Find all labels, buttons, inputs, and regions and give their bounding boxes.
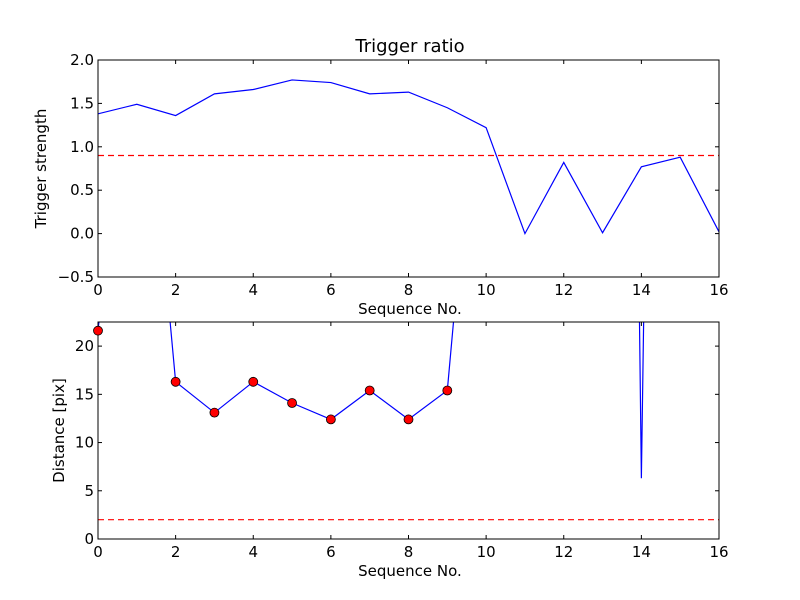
- data-point-marker: [442, 385, 453, 396]
- x-tick-label: 8: [404, 543, 414, 561]
- x-tick-label: 12: [554, 281, 573, 299]
- bottom-x-ticks: 0 2 4 6 8 10 12 14 16: [93, 322, 729, 561]
- data-point-marker: [364, 385, 375, 396]
- top-x-ticks: 0 2 4 6 8 10 12 14 16: [93, 60, 729, 299]
- top-plot: Trigger ratio 0 2 4 6 8 10 12 14 16 −0.5 0.0 0.5 1.…: [32, 36, 729, 318]
- x-tick-label: 4: [248, 543, 258, 561]
- x-tick-label: 6: [326, 543, 336, 561]
- data-point-marker: [403, 414, 414, 425]
- bottom-y-axis-label: Distance [pix]: [50, 378, 68, 483]
- series-line: [98, 322, 645, 479]
- x-tick-label: 4: [248, 281, 258, 299]
- y-tick-label: −0.5: [58, 268, 94, 286]
- x-tick-label: 10: [477, 543, 496, 561]
- x-tick-label: 14: [632, 281, 651, 299]
- y-tick-label: 5: [84, 482, 94, 500]
- x-tick-label: 16: [709, 281, 728, 299]
- y-tick-label: 1.0: [70, 138, 94, 156]
- y-tick-label: 10: [75, 434, 94, 452]
- x-tick-label: 10: [477, 281, 496, 299]
- x-tick-label: 14: [632, 543, 651, 561]
- bottom-plot-frame: [97, 321, 720, 540]
- x-tick-label: 12: [554, 543, 573, 561]
- top-x-axis-label: Sequence No.: [358, 300, 462, 318]
- x-tick-label: 0: [93, 281, 103, 299]
- y-tick-label: 20: [75, 337, 94, 355]
- top-series-group: [98, 79, 719, 236]
- bottom-y-ticks: 0 5 10 15 20: [75, 337, 719, 548]
- y-tick-label: 0.0: [70, 225, 94, 243]
- data-point-marker: [248, 376, 259, 387]
- chart-title: Trigger ratio: [354, 36, 464, 57]
- x-tick-label: 8: [404, 281, 414, 299]
- x-tick-label: 0: [93, 543, 103, 561]
- y-tick-label: 2.0: [70, 51, 94, 69]
- y-tick-label: 0.5: [70, 181, 94, 199]
- y-tick-label: 15: [75, 385, 94, 403]
- bottom-series-group: [98, 322, 719, 521]
- bottom-plot: 0 2 4 6 8 10 12 14 16 0 5 10 15 20 Sequence No. Dist…: [50, 321, 729, 580]
- x-tick-label: 2: [171, 281, 181, 299]
- x-tick-label: 16: [709, 543, 728, 561]
- series-line: [98, 79, 719, 236]
- data-point-marker: [93, 325, 103, 336]
- x-tick-label: 2: [171, 543, 181, 561]
- top-y-ticks: −0.5 0.0 0.5 1.0 1.5 2.0: [58, 51, 719, 286]
- bottom-x-axis-label: Sequence No.: [358, 562, 462, 580]
- data-point-marker: [325, 414, 336, 425]
- data-point-marker: [209, 407, 220, 418]
- data-point-marker: [170, 376, 181, 387]
- y-tick-label: 0: [84, 530, 94, 548]
- top-y-axis-label: Trigger strength: [32, 109, 50, 230]
- y-tick-label: 1.5: [70, 94, 94, 112]
- bottom-markers-group: [93, 325, 453, 425]
- data-point-marker: [287, 398, 297, 408]
- x-tick-label: 6: [326, 281, 336, 299]
